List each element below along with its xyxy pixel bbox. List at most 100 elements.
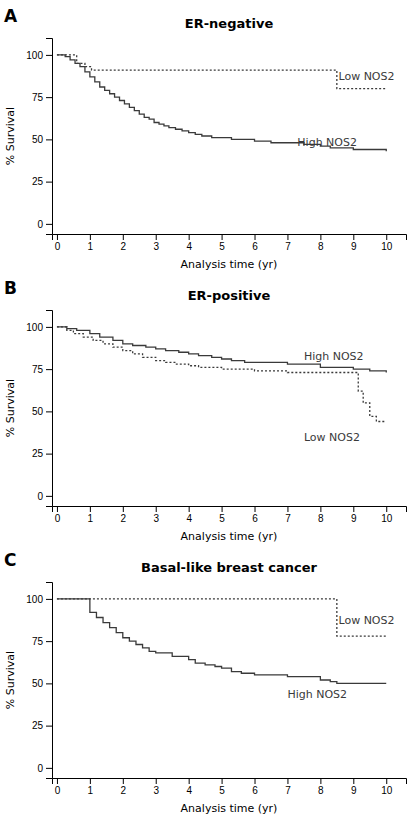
tick-mark: [46, 55, 52, 56]
y-axis-title: % Survival: [4, 107, 17, 165]
tick-label: 7: [285, 785, 291, 796]
tick-label: 25: [32, 448, 44, 459]
x-tick: 6: [252, 778, 258, 796]
annotation: Low NOS2: [304, 431, 360, 444]
tick-mark: [90, 506, 91, 512]
x-tick: 3: [153, 778, 159, 796]
y-tick: 0: [37, 491, 52, 502]
tick-label: 0: [55, 785, 61, 796]
tick-label: 7: [285, 241, 291, 252]
tick-label: 2: [121, 241, 127, 252]
y-axis: 0255075100: [26, 311, 52, 507]
tick-mark: [386, 234, 387, 240]
tick-label: 1: [88, 241, 94, 252]
annotation: Low NOS2: [338, 614, 394, 627]
y-tick: 50: [32, 406, 52, 417]
x-tick: 9: [351, 506, 357, 524]
tick-label: 4: [186, 513, 192, 524]
annotation: High NOS2: [297, 136, 357, 149]
x-tick: 4: [186, 234, 192, 252]
x-axis-title: Analysis time (yr): [181, 530, 278, 543]
tick-mark: [57, 778, 58, 784]
axis-line: [46, 311, 53, 507]
tick-label: 50: [32, 406, 44, 417]
axis-line: [46, 39, 53, 235]
panel: 0123456789100255075100High NOS2Low NOS2E…: [4, 6, 407, 271]
y-tick: 75: [32, 364, 52, 375]
tick-label: 75: [32, 92, 44, 103]
y-tick: 100: [26, 594, 52, 605]
tick-mark: [189, 506, 190, 512]
tick-label: 9: [351, 513, 357, 524]
tick-mark: [46, 726, 52, 727]
annotation: Low NOS2: [338, 70, 394, 83]
x-tick: 4: [186, 778, 192, 796]
panel-label: B: [4, 278, 17, 298]
plot-area: [57, 55, 386, 151]
tick-mark: [46, 768, 52, 769]
tick-mark: [222, 234, 223, 240]
tick-label: 50: [32, 678, 44, 689]
tick-mark: [255, 506, 256, 512]
y-tick: 75: [32, 636, 52, 647]
tick-mark: [386, 506, 387, 512]
y-tick: 0: [37, 219, 52, 230]
tick-label: 5: [219, 785, 225, 796]
tick-mark: [46, 327, 52, 328]
annotation: High NOS2: [304, 350, 364, 363]
tick-mark: [320, 778, 321, 784]
tick-mark: [46, 641, 52, 642]
y-axis: 0255075100: [26, 583, 52, 779]
tick-mark: [320, 506, 321, 512]
axis-line: [53, 779, 407, 785]
tick-label: 0: [37, 219, 43, 230]
x-tick: 8: [318, 778, 324, 796]
tick-mark: [156, 234, 157, 240]
x-tick: 9: [351, 778, 357, 796]
title: Basal-like breast cancer: [141, 560, 318, 575]
x-tick: 8: [318, 234, 324, 252]
tick-mark: [123, 506, 124, 512]
tick-label: 8: [318, 241, 324, 252]
tick-mark: [90, 234, 91, 240]
tick-label: 10: [381, 513, 393, 524]
tick-mark: [189, 234, 190, 240]
x-tick: 6: [252, 506, 258, 524]
tick-mark: [222, 778, 223, 784]
chart-container: 0123456789100255075100High NOS2Low NOS2E…: [0, 0, 420, 824]
tick-label: 6: [252, 513, 258, 524]
x-tick: 0: [55, 778, 61, 796]
tick-mark: [123, 778, 124, 784]
tick-mark: [123, 234, 124, 240]
tick-label: 9: [351, 785, 357, 796]
y-axis: 0255075100: [26, 39, 52, 235]
tick-label: 2: [121, 785, 127, 796]
title: ER-negative: [185, 16, 274, 31]
survival-line: [57, 599, 386, 683]
tick-label: 5: [219, 241, 225, 252]
y-tick: 25: [32, 176, 52, 187]
plot-area: [57, 327, 386, 422]
tick-mark: [46, 599, 52, 600]
tick-mark: [46, 496, 52, 497]
x-tick: 2: [121, 234, 127, 252]
tick-mark: [255, 778, 256, 784]
tick-mark: [46, 454, 52, 455]
panel: 0123456789100255075100High NOS2Low NOS2E…: [4, 278, 407, 543]
tick-mark: [287, 506, 288, 512]
x-tick: 4: [186, 506, 192, 524]
tick-mark: [353, 778, 354, 784]
tick-mark: [46, 97, 52, 98]
tick-label: 75: [32, 364, 44, 375]
y-tick: 50: [32, 678, 52, 689]
x-tick: 7: [285, 506, 291, 524]
tick-label: 7: [285, 513, 291, 524]
tick-label: 100: [26, 594, 43, 605]
tick-label: 100: [26, 50, 43, 61]
tick-label: 9: [351, 241, 357, 252]
survival-line: [57, 55, 386, 89]
x-tick: 1: [88, 506, 94, 524]
tick-label: 2: [121, 513, 127, 524]
tick-label: 8: [318, 513, 324, 524]
panel-label: A: [4, 6, 18, 26]
